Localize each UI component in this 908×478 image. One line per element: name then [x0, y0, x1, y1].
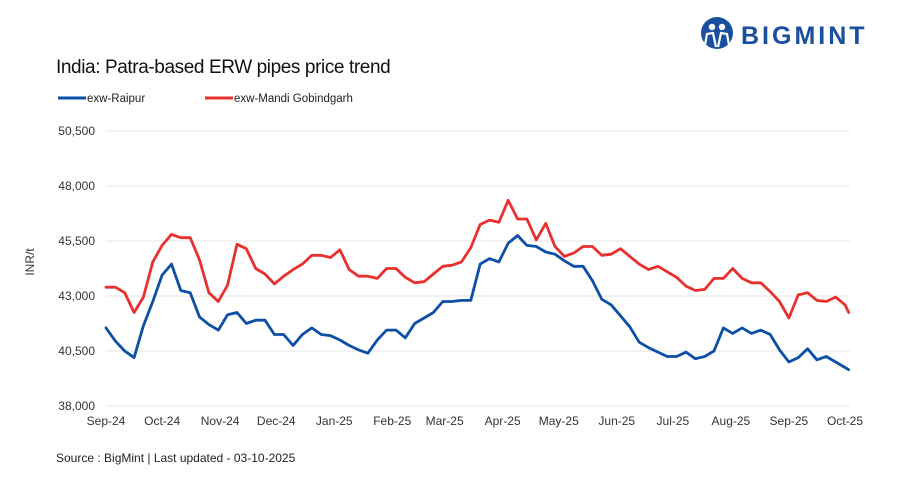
gridlines: [106, 130, 850, 407]
legend-label-mandi-gobindgarh: exw-Mandi Gobindgarh: [234, 93, 353, 105]
x-tick-label: Apr-25: [485, 414, 521, 428]
y-tick-label: 50,500: [58, 124, 95, 138]
x-tick-label: Sep-24: [87, 414, 126, 428]
legend-label-raipur: exw-Raipur: [87, 93, 145, 105]
series-line-mandi-gobindgarh: [104, 198, 851, 320]
y-tick-label: 43,000: [58, 289, 95, 303]
x-tick-label: Mar-25: [426, 414, 464, 428]
y-tick-label: 48,000: [58, 179, 95, 193]
x-tick-label: Nov-24: [201, 414, 240, 428]
x-tick-label: Dec-24: [257, 414, 296, 428]
y-axis-label: INR/t: [23, 248, 37, 276]
y-tick-label: 45,500: [58, 234, 95, 248]
logo-emblem-head-right: [718, 23, 726, 31]
x-tick-label: Feb-25: [373, 414, 411, 428]
logo-text: BIGMINT: [741, 22, 868, 50]
x-tick-label: Jun-25: [598, 414, 635, 428]
bigmint-logo: BIGMINT: [701, 17, 868, 50]
x-tick-label: Sep-25: [770, 414, 809, 428]
x-tick-label: Oct-24: [144, 414, 180, 428]
logo-emblem-figures: [703, 31, 731, 48]
x-tick-label: Jan-25: [316, 414, 353, 428]
x-tick-label: May-25: [539, 414, 579, 428]
x-tick-label: Aug-25: [712, 414, 751, 428]
x-axis-ticks: Sep-24 Oct-24 Nov-24 Dec-24 Jan-25 Feb-25 Mar-…: [87, 414, 864, 428]
series-lines: [104, 198, 851, 372]
series-line-raipur: [104, 234, 851, 372]
y-tick-label: 38,000: [58, 399, 95, 413]
logo-emblem-head-left: [708, 23, 716, 31]
chart-title: India: Patra-based ERW pipes price trend: [56, 57, 390, 78]
y-tick-label: 40,500: [58, 344, 95, 358]
y-axis-ticks: 38,000 40,500 43,000 45,500 48,000 50,500: [58, 124, 95, 413]
legend: exw-Raipur exw-Mandi Gobindgarh: [58, 93, 353, 105]
x-tick-label: Jul-25: [657, 414, 690, 428]
source-note: Source : BigMint | Last updated - 03-10-…: [56, 451, 296, 465]
x-tick-label: Oct-25: [827, 414, 863, 428]
logo-emblem-icon: [701, 17, 733, 49]
